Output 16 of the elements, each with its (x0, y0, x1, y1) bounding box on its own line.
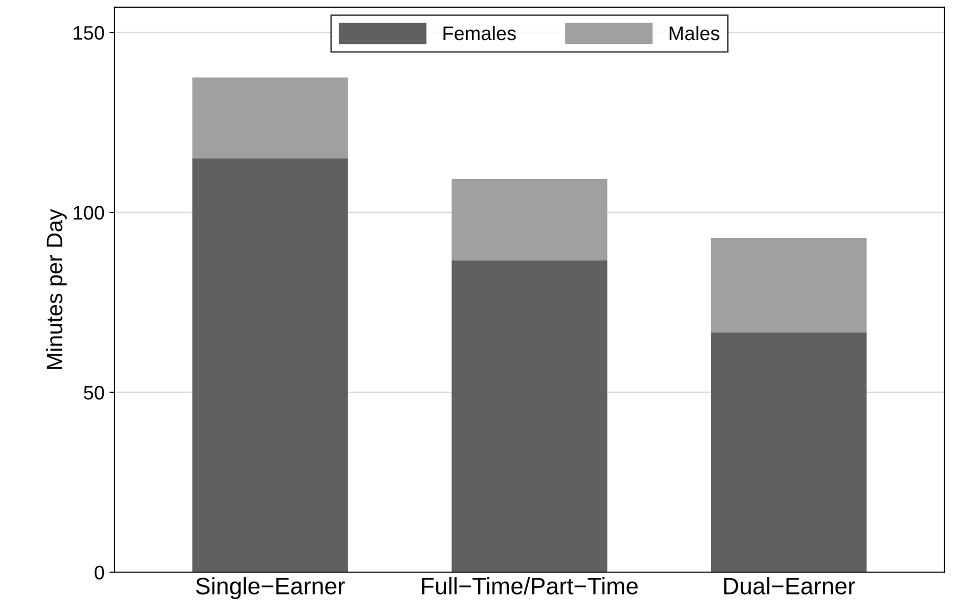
bar (452, 260, 608, 572)
y-axis-title: Minutes per Day (46, 208, 67, 369)
bar (711, 238, 867, 332)
y-tick-label: 100 (74, 206, 104, 220)
x-tick-label: Full−Time/Part−Time (422, 577, 638, 594)
bar (192, 78, 348, 158)
bar (452, 178, 608, 260)
x-tick-label: Single−Earner (196, 577, 345, 600)
x-tick-label: Dual−Earner (724, 577, 856, 594)
bar (711, 332, 867, 572)
y-tick-label: 0 (94, 566, 104, 580)
bar (192, 158, 348, 572)
legend-label: Males (670, 26, 720, 40)
y-tick-label: 150 (74, 26, 104, 40)
y-tick-label: 50 (84, 386, 104, 400)
legend-label: Females (444, 26, 516, 40)
